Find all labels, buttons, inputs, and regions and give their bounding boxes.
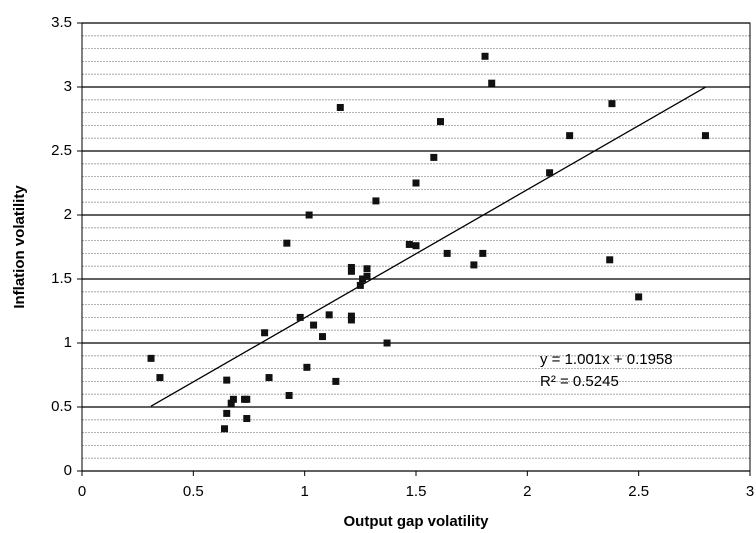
point — [223, 376, 231, 384]
x-axis-title: Output gap volatility — [344, 513, 490, 530]
point — [325, 311, 333, 319]
point — [412, 179, 420, 187]
point — [283, 239, 291, 247]
y-axis-title: Inflation volatility — [11, 185, 28, 309]
point — [347, 312, 355, 320]
plot-border — [81, 22, 751, 472]
x-tick-label: 0.5 — [183, 483, 204, 500]
y-tick-label: 1.5 — [51, 270, 72, 287]
x-tick-label: 0 — [78, 483, 86, 500]
x-tick-label: 1 — [300, 483, 308, 500]
point — [347, 316, 355, 324]
point — [481, 52, 489, 60]
point — [303, 363, 311, 371]
y-tick-label: 2.5 — [51, 142, 72, 159]
point — [147, 354, 155, 362]
point — [546, 169, 554, 177]
point — [488, 79, 496, 87]
point — [223, 409, 231, 417]
point — [363, 265, 371, 273]
point — [383, 339, 391, 347]
point — [296, 313, 304, 321]
point — [363, 272, 371, 280]
y-tick-label: 2 — [64, 206, 72, 223]
point — [318, 333, 326, 341]
point — [261, 329, 269, 337]
y-tick-label: 1 — [64, 334, 72, 351]
y-tick-label: 0 — [64, 462, 72, 479]
annotation: R² = 0.5245 — [540, 373, 619, 390]
point — [606, 256, 614, 264]
point — [635, 293, 643, 301]
point — [285, 391, 293, 399]
y-tick-label: 3 — [64, 78, 72, 95]
point — [372, 197, 380, 205]
point — [436, 118, 444, 126]
x-tick-label: 1.5 — [406, 483, 427, 500]
point — [227, 399, 235, 407]
point — [221, 425, 229, 433]
point — [430, 153, 438, 161]
point — [412, 242, 420, 250]
point — [229, 395, 237, 403]
point — [470, 261, 478, 269]
point — [608, 100, 616, 108]
point — [566, 132, 574, 140]
point — [265, 374, 273, 382]
y-tick-label: 0.5 — [51, 398, 72, 415]
point — [310, 321, 318, 329]
point — [701, 132, 709, 140]
annotation: y = 1.001x + 0.1958 — [540, 351, 673, 368]
point — [156, 374, 164, 382]
point — [347, 267, 355, 275]
point — [479, 249, 487, 257]
point — [243, 415, 251, 423]
x-tick-label: 3 — [746, 483, 754, 500]
point — [356, 281, 364, 289]
y-tick-label: 3.5 — [51, 14, 72, 31]
point — [443, 249, 451, 257]
trendline — [150, 86, 706, 407]
point — [336, 103, 344, 111]
point — [347, 263, 355, 271]
point — [305, 211, 313, 219]
point — [332, 377, 340, 385]
point — [243, 395, 251, 403]
point — [359, 275, 367, 283]
point — [405, 240, 413, 248]
x-tick-label: 2 — [523, 483, 531, 500]
x-tick-label: 2.5 — [628, 483, 649, 500]
